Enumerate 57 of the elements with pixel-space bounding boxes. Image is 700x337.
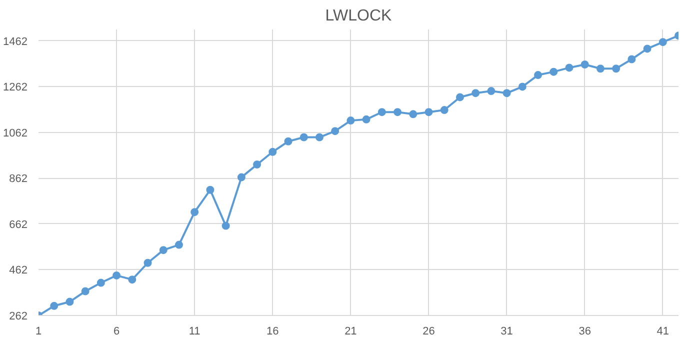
point [268,148,277,156]
point [518,82,526,91]
point [643,44,652,53]
point [596,64,604,73]
point [50,302,58,310]
point [190,208,199,216]
point [81,287,90,296]
point [409,110,418,118]
x-tick-label: 21 [344,326,357,337]
x-tick-label: 36 [578,326,591,337]
y-tick-label: 262 [9,310,28,322]
point [456,93,464,102]
point [206,186,214,194]
x-tick-label: 26 [422,326,435,337]
x-tick-label: 16 [266,326,279,337]
point [315,133,324,142]
point [66,298,74,306]
point [580,60,589,68]
point [362,115,370,124]
x-tick-label: 41 [656,326,670,337]
chart-title: LWLOCK [325,8,392,24]
point [144,258,152,267]
point [424,108,433,116]
y-tick-label: 462 [9,264,28,277]
point [394,108,402,116]
point [565,64,574,72]
point [331,127,340,136]
point [628,55,636,64]
point [502,89,511,98]
x-tick-label: 11 [188,326,200,337]
point [284,137,292,146]
y-tick-label: 1262 [3,82,28,94]
point [534,71,542,80]
point [378,108,386,116]
x-tick-label: 1 [35,326,42,337]
point [658,38,667,46]
point [253,160,262,168]
point [174,240,183,249]
point [440,106,448,114]
x-tick-label: 6 [113,326,120,337]
point [112,271,121,280]
y-tick-label: 662 [9,218,28,231]
y-tick-label: 1462 [3,36,28,48]
point [222,222,230,230]
point [128,276,136,284]
point [550,68,558,76]
point [487,87,496,96]
point [237,173,246,182]
x-tick-label: 31 [500,326,513,337]
point [300,133,308,142]
y-tick-label: 862 [9,173,28,186]
point [612,64,620,73]
y-tick-label: 1062 [3,127,28,140]
point [96,278,105,287]
point [159,246,168,254]
point [472,89,480,98]
point [346,116,355,125]
